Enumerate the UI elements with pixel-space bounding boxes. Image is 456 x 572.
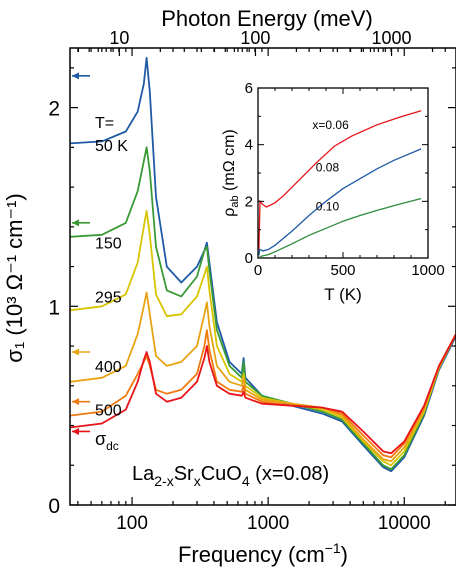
inset-x-ticks: 0 500 1000 [254,88,445,279]
inset-x-tick-label: 1000 [411,262,444,279]
y-tick-label: 0 [48,495,60,518]
dc-arrow-1 [72,219,90,227]
temperature-label-1: 150 [95,236,122,253]
inset-x-axis-label: T (K) [324,285,361,304]
dc-arrow-5 [72,427,90,435]
temperature-header-2: 50 K [95,138,128,155]
top-axis-label: Photon Energy (meV) [161,6,373,31]
inset-y-tick-label: 6 [245,80,253,97]
top-tick-label: 10 [109,28,129,48]
dc-arrow-3 [72,348,90,356]
curve-3 [70,291,456,463]
inset-x-tick-label: 500 [330,262,355,279]
main-plot [69,47,456,506]
material-label: La2-xSrxCuO4 (x=0.08) [132,463,329,489]
inset-series-label-1: 0.08 [316,161,340,175]
temperature-labels: 150 295 400 500 [95,236,122,420]
x-tick-label: 1000 [247,513,289,534]
sigma-dc-label: σdc [95,429,119,453]
inset-series-label-2: 0.10 [316,199,340,213]
inset-curve-0 [258,110,422,250]
inset-y-ticks: 0 2 4 6 [245,80,428,267]
curve-0 [70,57,456,473]
inset-series-labels: x=0.06 0.08 0.10 [312,118,349,213]
curve-5 [70,333,456,455]
temperature-header-1: T= [95,115,114,132]
main-x-axis-label: Frequency (cm−1) [178,540,348,567]
main-x-ticks: 100 1000 10000 [77,48,446,534]
dc-arrow-0 [72,72,90,80]
inset-curve-2 [259,197,422,258]
inset-y-axis-label: ρab (mΩ cm) [221,129,241,217]
inset-resistivity-plot: 0 500 1000 0 2 4 6 x=0.06 0.08 0.10 T (K) ρab (… [221,80,445,304]
top-tick-label: 100 [240,28,270,48]
inset-curves [258,110,422,258]
inset-curve-1 [258,148,422,256]
temperature-label-3: 400 [95,359,122,376]
dc-arrows [72,72,90,435]
inset-series-label-0: x=0.06 [312,118,349,132]
inset-y-tick-label: 4 [245,137,253,154]
x-tick-label: 100 [116,513,148,534]
x-tick-label: 10000 [378,513,431,534]
curve-4 [70,329,456,459]
inset-x-tick-label: 0 [254,262,262,279]
dc-arrow-4 [72,398,90,406]
temperature-label-2: 295 [95,289,122,306]
inset-y-tick-label: 0 [245,250,253,267]
curve-1 [70,146,456,471]
y-tick-label: 2 [48,98,60,121]
main-y-axis-label: σ₁ (10³ Ω⁻¹ cm⁻¹) [2,193,27,362]
main-plot-frame [69,47,456,506]
main-y-ticks: 0 1 2 [48,67,456,518]
y-tick-label: 1 [48,296,60,319]
inset-y-tick-label: 2 [245,193,253,210]
curve-2 [70,210,456,467]
temperature-label-4: 500 [95,403,122,420]
top-tick-label: 1000 [372,28,412,48]
main-curves [70,57,456,473]
